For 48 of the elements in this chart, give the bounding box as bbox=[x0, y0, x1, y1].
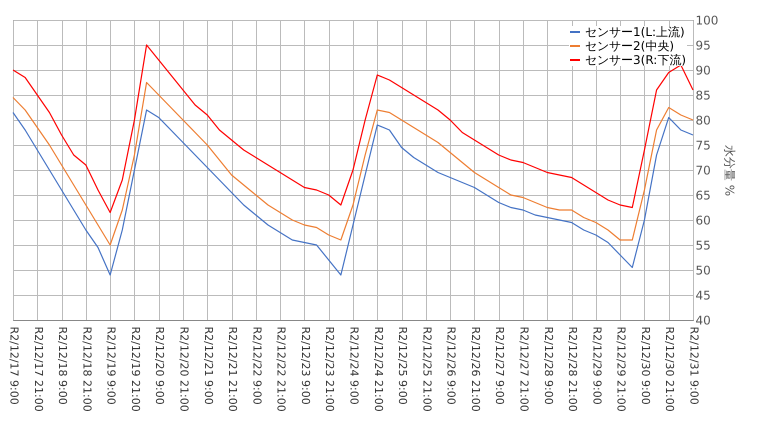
x-tick-label: R2/12/26 9:00 bbox=[444, 326, 458, 405]
x-tick-label: R2/12/28 9:00 bbox=[542, 326, 555, 405]
legend-label: センサー3(R:下流) bbox=[585, 53, 686, 67]
y-tick-label: 80 bbox=[696, 114, 711, 128]
x-tick-label: R2/12/27 21:00 bbox=[518, 326, 530, 412]
x-tick-label: R2/12/19 21:00 bbox=[128, 326, 142, 412]
y-tick-label: 55 bbox=[696, 238, 711, 252]
x-tick-label: R2/12/31 9:00 bbox=[688, 326, 700, 405]
x-tick-label: R2/12/24 9:00 bbox=[348, 326, 360, 405]
x-tick-label: R2/12/25 9:00 bbox=[396, 326, 410, 405]
x-tick-label: R2/12/28 21:00 bbox=[566, 326, 580, 412]
y-tick-label: 50 bbox=[696, 264, 711, 278]
x-tick-label: R2/12/27 9:00 bbox=[493, 326, 506, 405]
x-tick-label: R2/12/22 9:00 bbox=[250, 326, 264, 405]
y-tick-label: 100 bbox=[696, 14, 718, 28]
y-tick-label: 65 bbox=[696, 188, 711, 202]
x-tick-label: R2/12/21 21:00 bbox=[226, 326, 240, 412]
line-series bbox=[12, 109, 694, 276]
y-tick-label: 85 bbox=[696, 88, 711, 102]
x-tick-label: R2/12/29 9:00 bbox=[590, 326, 604, 405]
x-tick-label: R2/12/23 21:00 bbox=[323, 326, 336, 412]
x-tick-label: R2/12/20 9:00 bbox=[153, 326, 166, 405]
x-tick-label: R2/12/18 21:00 bbox=[80, 326, 94, 412]
x-tick-label: R2/12/19 9:00 bbox=[104, 326, 118, 405]
x-tick-label: R2/12/25 21:00 bbox=[420, 326, 434, 412]
legend-label: センサー2(中央) bbox=[585, 39, 674, 53]
x-tick-label: R2/12/23 9:00 bbox=[298, 326, 312, 405]
x-tick-label: R2/12/30 21:00 bbox=[663, 326, 676, 412]
y-tick-label: 90 bbox=[696, 64, 711, 78]
y-tick-label: 70 bbox=[696, 164, 711, 178]
y-tick-label: 75 bbox=[696, 138, 711, 152]
x-tick-label: R2/12/22 21:00 bbox=[274, 326, 288, 412]
y-axis-title: 水分量 % bbox=[722, 144, 736, 196]
y-tick-label: 40 bbox=[696, 314, 711, 328]
x-tick-label: R2/12/29 21:00 bbox=[614, 326, 628, 412]
x-tick-label: R2/12/30 9:00 bbox=[638, 326, 652, 405]
y-tick-label: 95 bbox=[696, 38, 711, 52]
line-series bbox=[12, 82, 694, 246]
x-tick-label: R2/12/18 9:00 bbox=[56, 326, 70, 405]
x-tick-label: R2/12/24 21:00 bbox=[372, 326, 385, 412]
x-tick-label: R2/12/20 21:00 bbox=[178, 326, 190, 412]
y-tick-label: 45 bbox=[696, 288, 711, 302]
y-tick-label: 60 bbox=[696, 214, 711, 228]
x-tick-label: R2/12/17 9:00 bbox=[8, 326, 20, 405]
x-tick-label: R2/12/17 21:00 bbox=[32, 326, 45, 412]
x-tick-label: R2/12/26 21:00 bbox=[468, 326, 482, 412]
x-tick-label: R2/12/21 9:00 bbox=[202, 326, 215, 405]
legend-label: センサー1(L:上流) bbox=[585, 25, 685, 39]
